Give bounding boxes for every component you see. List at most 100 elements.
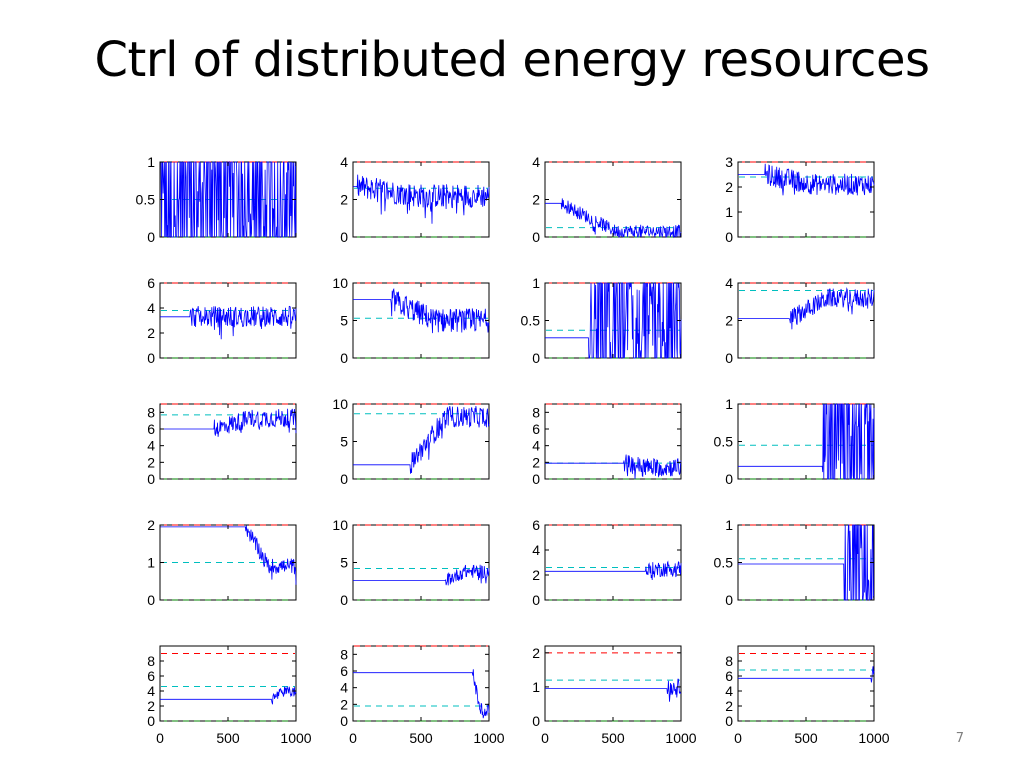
- y-tick-label: 8: [147, 404, 155, 420]
- y-tick-label: 0: [532, 229, 540, 245]
- y-tick-label: 6: [147, 421, 155, 437]
- y-tick-label: 0: [532, 592, 540, 608]
- y-tick-label: 4: [532, 154, 540, 170]
- y-tick-label: 8: [147, 653, 155, 669]
- subplot-r5-c3: 0 1 2 0 500 1000: [532, 645, 697, 746]
- y-tick-label: 0: [340, 713, 348, 729]
- axes-box: [544, 645, 682, 722]
- signal-line: [738, 524, 875, 601]
- y-tick-label: 4: [147, 683, 155, 699]
- signal-line: [353, 288, 490, 334]
- subplot-r4-c1: 0 1 2: [147, 517, 297, 608]
- y-tick-label: 4: [340, 154, 348, 170]
- y-tick-label: 0.5: [714, 434, 734, 450]
- y-tick-label: 0.5: [136, 192, 156, 208]
- y-tick-label: 0: [340, 350, 348, 366]
- axes-box: [544, 161, 682, 238]
- axes-box: [352, 282, 490, 359]
- y-tick-label: 8: [532, 404, 540, 420]
- y-tick-label: 0: [532, 713, 540, 729]
- y-tick-label: 4: [725, 275, 733, 291]
- y-tick-label: 0: [725, 471, 733, 487]
- y-tick-label: 6: [147, 668, 155, 684]
- y-tick-label: 1: [725, 396, 733, 412]
- signal-line: [160, 685, 297, 705]
- signal-line: [545, 454, 682, 480]
- y-tick-label: 0: [147, 592, 155, 608]
- slide-title: Ctrl of distributed energy resources: [94, 32, 930, 88]
- y-tick-label: 4: [532, 438, 540, 454]
- signal-line: [738, 163, 875, 196]
- axes-box: [544, 403, 682, 480]
- subplot-r3-c2: 0 5 10: [332, 396, 490, 487]
- axes-box: [737, 524, 875, 601]
- subplot-r2-c4: 0 2 4: [725, 275, 875, 366]
- axes-box: [737, 161, 875, 238]
- y-tick-label: 2: [340, 192, 348, 208]
- y-tick-label: 8: [725, 653, 733, 669]
- axes-box: [737, 645, 875, 722]
- subplot-r1-c4: 0 1 2 3: [725, 154, 875, 245]
- y-tick-label: 2: [147, 698, 155, 714]
- y-tick-label: 10: [332, 517, 348, 533]
- x-tick-label: 1000: [473, 730, 504, 746]
- y-tick-label: 0: [725, 350, 733, 366]
- x-tick-label: 0: [156, 730, 164, 746]
- x-tick-label: 500: [794, 730, 818, 746]
- signal-line: [353, 405, 490, 474]
- axes-box: [352, 645, 490, 722]
- signal-line: [160, 305, 297, 340]
- x-tick-label: 0: [734, 730, 742, 746]
- page-number: 7: [955, 731, 964, 746]
- y-tick-label: 4: [147, 438, 155, 454]
- signal-line: [353, 174, 490, 224]
- subplot-r2-c1: 0 2 4 6: [147, 275, 297, 366]
- subplot-r3-c4: 00.51: [714, 396, 875, 487]
- y-tick-label: 6: [147, 275, 155, 291]
- x-tick-label: 1000: [665, 730, 696, 746]
- y-tick-label: 0: [147, 229, 155, 245]
- subplot-r4-c2: 0 5 10: [332, 517, 490, 608]
- y-tick-label: 2: [532, 192, 540, 208]
- y-tick-label: 6: [340, 663, 348, 679]
- y-tick-label: 6: [532, 421, 540, 437]
- signal-line: [545, 282, 682, 359]
- signal-line: [738, 403, 875, 480]
- signal-line: [738, 666, 875, 683]
- y-tick-label: 1: [532, 679, 540, 695]
- subplot-r4-c3: 0 2 4 6: [532, 517, 682, 608]
- y-tick-label: 0.5: [521, 313, 541, 329]
- y-tick-label: 2: [532, 567, 540, 583]
- y-tick-label: 0.5: [714, 555, 734, 571]
- y-tick-label: 3: [725, 154, 733, 170]
- y-tick-label: 4: [532, 542, 540, 558]
- x-tick-label: 0: [541, 730, 549, 746]
- y-tick-label: 0: [532, 350, 540, 366]
- y-tick-label: 5: [340, 434, 348, 450]
- subplot-r1-c1: 00.51: [136, 154, 297, 245]
- y-tick-label: 0: [340, 229, 348, 245]
- y-tick-label: 4: [147, 300, 155, 316]
- y-tick-label: 4: [340, 680, 348, 696]
- y-tick-label: 6: [725, 668, 733, 684]
- signal-line: [545, 560, 682, 581]
- y-tick-label: 2: [147, 454, 155, 470]
- y-tick-label: 0: [147, 350, 155, 366]
- y-tick-label: 0: [725, 713, 733, 729]
- subplot-r1-c3: 0 2 4: [532, 154, 682, 245]
- y-tick-label: 2: [532, 645, 540, 661]
- y-tick-label: 4: [725, 683, 733, 699]
- axes-box: [352, 524, 490, 601]
- axes-box: [159, 645, 297, 722]
- y-tick-label: 5: [340, 313, 348, 329]
- signal-line: [545, 198, 682, 239]
- subplot-r1-c2: 0 2 4: [340, 154, 490, 245]
- signal-line: [160, 408, 297, 437]
- y-tick-label: 5: [340, 555, 348, 571]
- y-tick-label: 1: [532, 275, 540, 291]
